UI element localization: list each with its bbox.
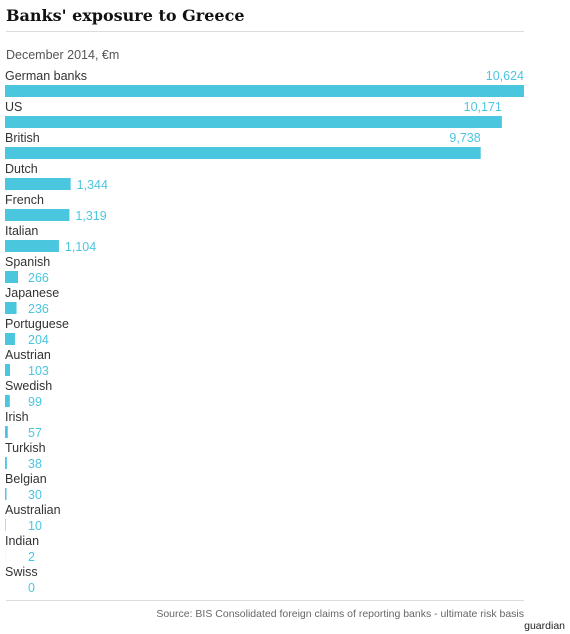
category-label: Swedish bbox=[5, 379, 52, 393]
value-label: 30 bbox=[28, 488, 42, 502]
category-label: British bbox=[5, 131, 40, 145]
bar-row: Japanese 236 bbox=[5, 286, 59, 316]
category-label: German banks bbox=[5, 69, 87, 83]
category-label: Irish bbox=[5, 410, 29, 424]
bar-row: Swedish 99 bbox=[5, 379, 52, 409]
value-label: 1,319 bbox=[75, 209, 106, 223]
bar-row: Portuguese 204 bbox=[5, 317, 69, 347]
bottom-divider bbox=[6, 600, 524, 601]
bar-row: Australian 10 bbox=[5, 503, 61, 533]
source-note: Source: BIS Consolidated foreign claims … bbox=[156, 608, 524, 620]
bar-row: German banks 10,624 bbox=[5, 69, 524, 97]
category-label: Japanese bbox=[5, 286, 59, 300]
top-divider bbox=[6, 31, 524, 32]
value-label: 99 bbox=[28, 395, 42, 409]
category-label: US bbox=[5, 100, 22, 114]
bar-row: Dutch 1,344 bbox=[5, 162, 108, 192]
bar bbox=[5, 271, 18, 283]
bar bbox=[5, 302, 17, 314]
value-label: 10,171 bbox=[464, 100, 502, 114]
category-label: Spanish bbox=[5, 255, 50, 269]
bar-row: Indian 2 bbox=[5, 534, 39, 564]
category-label: French bbox=[5, 193, 44, 207]
bar-row: Spanish 266 bbox=[5, 255, 50, 285]
value-label: 204 bbox=[28, 333, 49, 347]
value-label: 38 bbox=[28, 457, 42, 471]
category-label: Austrian bbox=[5, 348, 51, 362]
category-label: Turkish bbox=[5, 441, 46, 455]
category-label: Indian bbox=[5, 534, 39, 548]
bar bbox=[5, 395, 10, 407]
bar bbox=[5, 178, 71, 190]
publisher-logo-text: guardian bbox=[524, 620, 565, 632]
category-label: Swiss bbox=[5, 565, 38, 579]
value-label: 10 bbox=[28, 519, 42, 533]
bar bbox=[5, 333, 15, 345]
bar-row: Irish 57 bbox=[5, 410, 42, 440]
bar bbox=[5, 364, 11, 376]
category-label: Italian bbox=[5, 224, 38, 238]
bar bbox=[5, 209, 70, 221]
category-label: Portuguese bbox=[5, 317, 69, 331]
category-label: Belgian bbox=[5, 472, 47, 486]
bar-row: US 10,171 bbox=[5, 100, 502, 128]
bar-row: British 9,738 bbox=[5, 131, 481, 159]
value-label: 0 bbox=[28, 581, 35, 595]
bar bbox=[5, 116, 502, 128]
bar-row: Austrian 103 bbox=[5, 348, 51, 378]
value-label: 103 bbox=[28, 364, 49, 378]
value-label: 9,738 bbox=[449, 131, 480, 145]
bar-row: Swiss 0 bbox=[5, 565, 38, 595]
value-label: 266 bbox=[28, 271, 49, 285]
value-label: 236 bbox=[28, 302, 49, 316]
bar bbox=[5, 240, 59, 252]
bar-chart: German banks 10,624 US 10,171 British 9,738 Du… bbox=[5, 69, 524, 595]
value-label: 1,104 bbox=[65, 240, 96, 254]
bar bbox=[5, 488, 7, 500]
bar bbox=[5, 457, 7, 469]
chart-subtitle: December 2014, €m bbox=[6, 48, 120, 62]
bar-row: Italian 1,104 bbox=[5, 224, 96, 254]
bar bbox=[5, 147, 481, 159]
category-label: Dutch bbox=[5, 162, 38, 176]
bar bbox=[5, 85, 524, 97]
bar-row: Turkish 38 bbox=[5, 441, 46, 471]
value-label: 2 bbox=[28, 550, 35, 564]
value-label: 1,344 bbox=[77, 178, 108, 192]
value-label: 57 bbox=[28, 426, 42, 440]
bar-row: Belgian 30 bbox=[5, 472, 47, 502]
bar-row: French 1,319 bbox=[5, 193, 107, 223]
bar bbox=[5, 426, 8, 438]
category-label: Australian bbox=[5, 503, 61, 517]
chart-title: Banks' exposure to Greece bbox=[6, 6, 245, 25]
value-label: 10,624 bbox=[486, 69, 524, 83]
